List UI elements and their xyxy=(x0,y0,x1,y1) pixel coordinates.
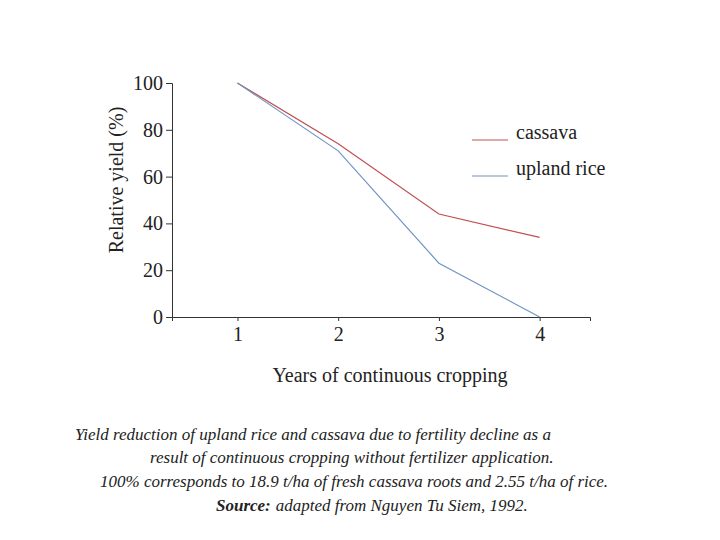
legend-label: cassava xyxy=(516,121,577,143)
source-label: Source: xyxy=(216,496,271,515)
y-tick-mark xyxy=(166,83,172,84)
y-tick-label: 60 xyxy=(143,166,163,188)
x-tick-mark xyxy=(338,317,339,321)
y-axis-line xyxy=(166,84,173,318)
source-text: adapted from Nguyen Tu Siem, 1992. xyxy=(276,496,528,515)
x-tick: 1 xyxy=(233,317,243,345)
x-tick-label: 4 xyxy=(535,323,545,345)
y-axis: 0 20 40 60 80 100 xyxy=(133,72,173,328)
x-axis: 1 2 3 4 xyxy=(173,317,591,345)
caption-line: result of continuous cropping without fe… xyxy=(150,448,553,467)
source: Source: adapted from Nguyen Tu Siem, 1992… xyxy=(216,496,528,515)
y-tick-label: 20 xyxy=(143,259,163,281)
y-tick: 0 xyxy=(153,306,172,328)
x-tick-label: 2 xyxy=(334,323,344,345)
y-tick: 100 xyxy=(133,72,172,94)
y-tick-mark xyxy=(166,223,172,224)
y-tick-label: 40 xyxy=(143,212,163,234)
y-tick: 60 xyxy=(143,166,172,188)
legend: cassava upland rice xyxy=(472,121,606,180)
y-tick: 20 xyxy=(143,259,172,281)
y-axis-title: Relative yield (%) xyxy=(105,107,128,254)
x-axis-line xyxy=(173,318,591,322)
series-line xyxy=(237,83,539,237)
legend-swatch xyxy=(472,139,508,140)
x-tick: 4 xyxy=(535,317,545,345)
y-tick: 80 xyxy=(143,119,172,141)
caption-line: Yield reduction of upland rice and cassa… xyxy=(75,425,551,444)
series-line xyxy=(237,83,539,317)
plot: 0 20 40 60 80 100 1 2 3 4 xyxy=(133,72,591,345)
x-tick-mark xyxy=(540,317,541,321)
x-axis-title: Years of continuous cropping xyxy=(272,364,507,387)
x-tick-label: 3 xyxy=(434,323,444,345)
x-tick: 3 xyxy=(434,317,444,345)
y-tick-label: 80 xyxy=(143,119,163,141)
y-tick-mark xyxy=(166,270,172,271)
lines xyxy=(237,83,539,317)
legend-swatch xyxy=(472,175,508,176)
x-tick-mark xyxy=(439,317,440,321)
x-tick-label: 1 xyxy=(233,323,243,345)
x-tick: 2 xyxy=(334,317,344,345)
chart: 0 20 40 60 80 100 1 2 3 4 cassava upland rice Relati… xyxy=(0,0,720,540)
y-tick-label: 0 xyxy=(153,306,163,328)
y-tick: 40 xyxy=(143,212,172,234)
caption-line: 100% corresponds to 18.9 t/ha of fresh c… xyxy=(100,472,608,491)
legend-label: upland rice xyxy=(516,157,606,180)
y-tick-mark xyxy=(166,177,172,178)
y-tick-mark xyxy=(166,130,172,131)
y-tick-label: 100 xyxy=(133,72,163,94)
y-tick-mark xyxy=(166,317,172,318)
x-tick-mark xyxy=(237,317,238,321)
